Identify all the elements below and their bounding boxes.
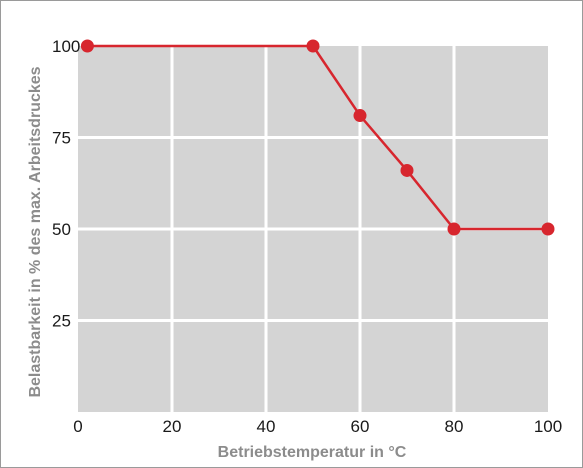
data-point <box>306 39 320 53</box>
data-point <box>80 39 94 53</box>
y-tick-label: 75 <box>52 129 71 148</box>
series-layer <box>80 39 555 236</box>
x-tick-label: 80 <box>445 417 464 436</box>
y-tick-label: 25 <box>52 312 71 331</box>
data-point <box>353 109 367 123</box>
x-tick-label: 60 <box>351 417 370 436</box>
series-line <box>87 44 548 231</box>
x-axis-label: Betriebstemperatur in °C <box>218 444 407 461</box>
y-axis-label: Belastbarkeit in % des max. Arbeitsdruck… <box>27 66 44 397</box>
y-axis-ticks: 25 50 75 100 <box>52 37 80 331</box>
y-tick-label: 50 <box>52 220 71 239</box>
x-tick-label: 100 <box>534 417 562 436</box>
y-tick-label: 100 <box>52 37 80 56</box>
x-axis-ticks: 0 20 40 60 80 100 <box>73 417 562 436</box>
x-tick-label: 20 <box>163 417 182 436</box>
data-point <box>541 222 555 236</box>
data-point <box>447 222 461 236</box>
x-tick-label: 0 <box>73 417 82 436</box>
data-point <box>400 163 414 177</box>
x-tick-label: 40 <box>257 417 276 436</box>
